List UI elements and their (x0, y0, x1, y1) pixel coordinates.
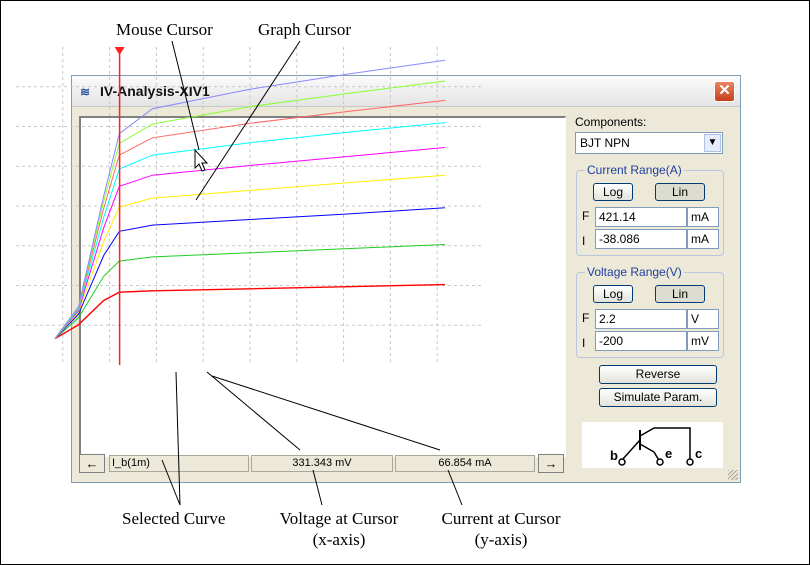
iv-curve-plot[interactable] (16, 47, 484, 365)
iv-curve-4[interactable] (54, 147, 446, 339)
voltage-f-unit[interactable]: V (687, 309, 719, 329)
components-label: Components: (575, 115, 647, 129)
iv-curves (54, 59, 446, 340)
current-i-unit[interactable]: mA (687, 229, 719, 249)
component-value: BJT NPN (580, 136, 630, 150)
cursor-current-field: 66.854 mA (395, 455, 535, 472)
emitter-terminal-label: e (665, 446, 672, 461)
voltage-i-value[interactable]: -200 (595, 331, 687, 351)
iv-curve-5[interactable] (54, 122, 446, 339)
components-select[interactable]: BJT NPN ▼ (575, 132, 723, 154)
reverse-button[interactable]: Reverse (599, 365, 717, 384)
current-f-unit[interactable]: mA (687, 207, 719, 227)
current-lin-button[interactable]: Lin (655, 183, 705, 201)
graph-cursor[interactable] (114, 47, 125, 365)
current-range-group: Current Range(A) Log Lin F 421.14 mA I -… (576, 163, 724, 256)
voltage-f-value[interactable]: 2.2 (595, 309, 687, 329)
callout-voltage: Voltage at Cursor (x-axis) (264, 508, 414, 550)
bjt-npn-symbol-icon: b e c (610, 427, 702, 466)
iv-curve-1[interactable] (54, 244, 446, 339)
selected-curve-field: I_b(1m) (109, 455, 249, 472)
iv-analyzer-icon: ≋ (80, 85, 91, 99)
current-i-value[interactable]: -38.086 (595, 229, 687, 249)
current-f-label: F (582, 209, 590, 223)
callout-voltage-line2: (x-axis) (312, 530, 366, 549)
iv-curve-0[interactable] (54, 283, 446, 340)
previous-curve-button[interactable]: ← (79, 454, 105, 473)
close-button[interactable]: ✕ (714, 81, 735, 102)
callout-selected-curve: Selected Curve (122, 509, 226, 528)
callout-current-line1: Current at Cursor (441, 509, 561, 528)
base-terminal-label: b (610, 448, 618, 463)
voltage-lin-button[interactable]: Lin (655, 285, 705, 303)
simulate-param-button[interactable]: Simulate Param. (599, 388, 717, 407)
current-f-value[interactable]: 421.14 (595, 207, 687, 227)
iv-curve-2[interactable] (54, 207, 446, 339)
iv-curve-3[interactable] (54, 174, 446, 339)
callout-voltage-line1: Voltage at Cursor (279, 509, 399, 528)
voltage-i-unit[interactable]: mV (687, 331, 719, 351)
current-range-title: Current Range(A) (585, 163, 684, 177)
voltage-range-group: Voltage Range(V) Log Lin F 2.2 V I -200 … (576, 265, 724, 358)
cursor-voltage-field: 331.343 mV (251, 455, 393, 472)
status-bar: ← I_b(1m) 331.343 mV 66.854 mA → (79, 454, 565, 474)
next-curve-button[interactable]: → (538, 454, 564, 473)
callout-graph-cursor: Graph Cursor (258, 20, 352, 39)
bjt-npn-schematic: b e c (582, 422, 723, 468)
current-i-label: I (582, 234, 586, 248)
graph-cursor-handle-icon[interactable] (114, 47, 125, 55)
voltage-i-label: I (582, 336, 586, 350)
callout-mouse-cursor: Mouse Cursor (116, 20, 213, 39)
resize-grip-icon[interactable] (728, 470, 738, 480)
iv-curve-8[interactable] (54, 59, 446, 339)
callout-current: Current at Cursor (y-axis) (428, 508, 574, 550)
voltage-range-title: Voltage Range(V) (585, 265, 684, 279)
callout-current-line2: (y-axis) (474, 530, 528, 549)
voltage-log-button[interactable]: Log (593, 285, 633, 303)
voltage-f-label: F (582, 311, 590, 325)
current-log-button[interactable]: Log (593, 183, 633, 201)
collector-terminal-label: c (695, 446, 702, 461)
chevron-down-icon[interactable]: ▼ (704, 134, 721, 152)
